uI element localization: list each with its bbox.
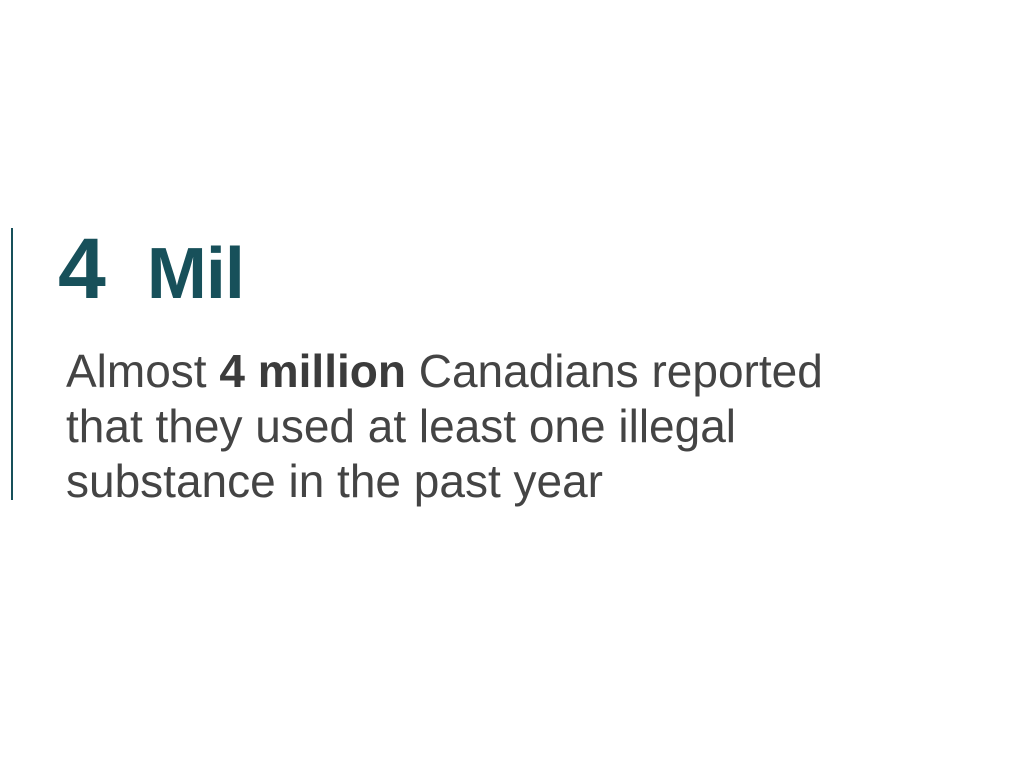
accent-rule (11, 228, 13, 500)
stat-headline: 4 Mil (58, 221, 245, 326)
stat-unit: Mil (146, 234, 245, 314)
description-line-2: that they used at least one illegal (66, 400, 737, 452)
description-prefix: Almost (66, 345, 220, 397)
description-emphasis: 4 million (219, 345, 406, 397)
description-line1-suffix: Canadians reported (405, 345, 823, 397)
stat-description: Almost 4 million Canadians reported that… (66, 344, 1006, 509)
description-line-3: substance in the past year (66, 455, 603, 507)
description-line-1: Almost 4 million Canadians reported (66, 344, 1006, 399)
stat-number: 4 (58, 221, 106, 317)
